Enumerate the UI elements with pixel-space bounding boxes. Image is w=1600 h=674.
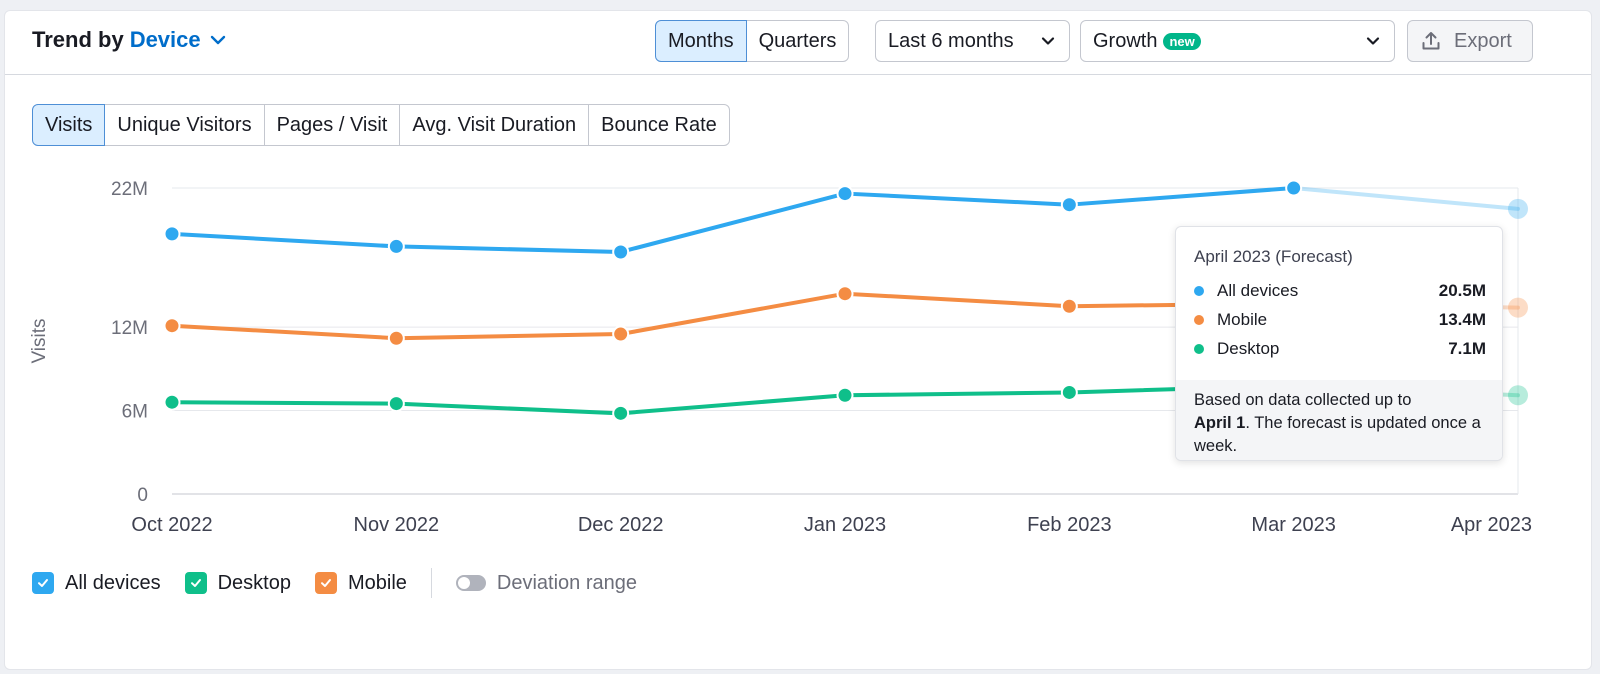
data-point-desktop [163,393,181,411]
forecast-line-all_devices [1291,186,1520,211]
data-point-desktop [387,395,405,413]
data-point-desktop [612,404,630,422]
tooltip-note: Based on data collected up to April 1. Th… [1176,380,1502,460]
data-point-mobile [387,329,405,347]
title-device-dropdown[interactable]: Device [129,27,201,52]
tooltip-label: Mobile [1217,310,1268,329]
checkbox-checked-icon[interactable] [32,572,54,594]
data-point-all_devices [163,225,181,243]
chevron-down-icon [1041,37,1055,45]
legend-item-mobile[interactable]: Mobile [314,571,407,595]
data-point-all_devices [612,243,630,261]
legend-label: All devices [65,571,161,594]
toggle-switch[interactable] [455,575,486,591]
series-line-all_devices [170,186,1296,254]
card-header: Trend by Device Months Quarters Last 6 m… [5,11,1591,75]
tab-bounce-rate[interactable]: Bounce Rate [588,104,730,146]
legend-item-all-devices[interactable]: All devices [32,572,161,595]
deviation-range-toggle[interactable]: Deviation range [455,571,637,595]
data-point-all_devices [1060,196,1078,214]
tooltip-row-mobile: Mobile 13.4M [1194,309,1486,331]
data-point-mobile [1060,297,1078,315]
tooltip-label: All devices [1217,281,1299,300]
checkbox-checked-icon[interactable] [184,572,207,594]
tab-months[interactable]: Months [655,20,747,62]
tooltip-title: April 2023 (Forecast) [1194,247,1353,266]
data-point-mobile [612,325,630,343]
legend-divider [430,568,432,598]
metric-tabs: Visits Unique Visitors Pages / Visit Avg… [32,104,730,146]
chart-legend: All devices Desktop Mobile Deviation ran… [32,568,661,598]
tooltip-note-pre: Based on data collected up to [1194,391,1412,409]
tooltip-value: 7.1M [1448,339,1486,358]
tooltip-value: 20.5M [1438,281,1486,300]
data-point-mobile [163,317,181,335]
data-point-all_devices [387,237,405,255]
y-tick-label: 0 [137,485,148,506]
period-segment: Months Quarters [655,20,850,62]
data-point-desktop [1060,383,1078,401]
export-label: Export [1454,29,1512,52]
tab-avg-visit-duration[interactable]: Avg. Visit Duration [399,104,590,146]
tab-unique-visitors[interactable]: Unique Visitors [104,104,265,146]
x-tick-label: Dec 2022 [578,514,664,536]
series-line-desktop [170,383,1296,416]
new-badge: new [1163,32,1201,50]
desktop-dot-icon [1194,344,1204,354]
export-button[interactable]: Export [1407,20,1533,62]
forecast-point-mobile [1508,297,1528,318]
title-prefix: Trend by [32,27,124,52]
tab-visits[interactable]: Visits [32,104,106,146]
tab-pages-per-visit[interactable]: Pages / Visit [263,104,401,146]
tooltip-row-all-devices: All devices 20.5M [1194,280,1486,302]
x-tick-label: Nov 2022 [354,514,440,536]
tooltip-label: Desktop [1217,339,1280,358]
toggle-label: Deviation range [496,571,637,594]
x-tick-label: Mar 2023 [1251,514,1336,536]
y-axis-label: Visits [29,318,50,363]
x-tick-label: Feb 2023 [1027,514,1112,536]
tooltip-row-desktop: Desktop 7.1M [1194,338,1486,360]
range-select[interactable]: Last 6 months [875,20,1070,62]
forecast-tooltip: April 2023 (Forecast) All devices 20.5M … [1175,226,1503,461]
tooltip-value: 13.4M [1438,310,1486,329]
legend-item-desktop[interactable]: Desktop [184,571,291,595]
tooltip-note-post: . The forecast is updated once a week. [1194,414,1481,455]
y-tick-label: 6M [122,402,148,423]
x-tick-label: Jan 2023 [804,514,886,536]
data-point-all_devices [836,185,854,203]
data-point-mobile [836,285,854,303]
range-select-value: Last 6 months [888,29,1014,52]
card-title[interactable]: Trend by Device [32,27,229,53]
visits-line-chart: 0 6M 12M 22M Visits Oct 2022 Nov 2022 Dec 2022 J… [29,179,1532,536]
x-tick-label: Oct 2022 [131,514,212,536]
metric-select[interactable]: Growth new [1080,20,1395,62]
checkbox-checked-icon[interactable] [314,572,337,594]
upload-icon [1422,32,1440,50]
all-devices-dot-icon [1194,286,1204,296]
x-tick-label: Apr 2023 [1451,514,1532,536]
series-line-mobile [170,291,1296,341]
forecast-point-all_devices [1508,198,1528,219]
chevron-down-icon [210,35,225,45]
metric-select-value: Growth [1093,29,1158,52]
data-point-all_devices [1285,179,1303,197]
trend-card: Trend by Device Months Quarters Last 6 m… [4,10,1592,670]
tooltip-note-bold: April 1 [1194,414,1246,432]
legend-label: Desktop [217,571,291,594]
y-tick-label: 22M [111,179,148,200]
forecast-point-desktop [1508,385,1528,406]
chevron-down-icon [1366,37,1380,45]
data-point-desktop [836,386,854,404]
y-tick-label: 12M [111,318,148,339]
legend-label: Mobile [347,571,407,594]
mobile-dot-icon [1194,315,1204,325]
